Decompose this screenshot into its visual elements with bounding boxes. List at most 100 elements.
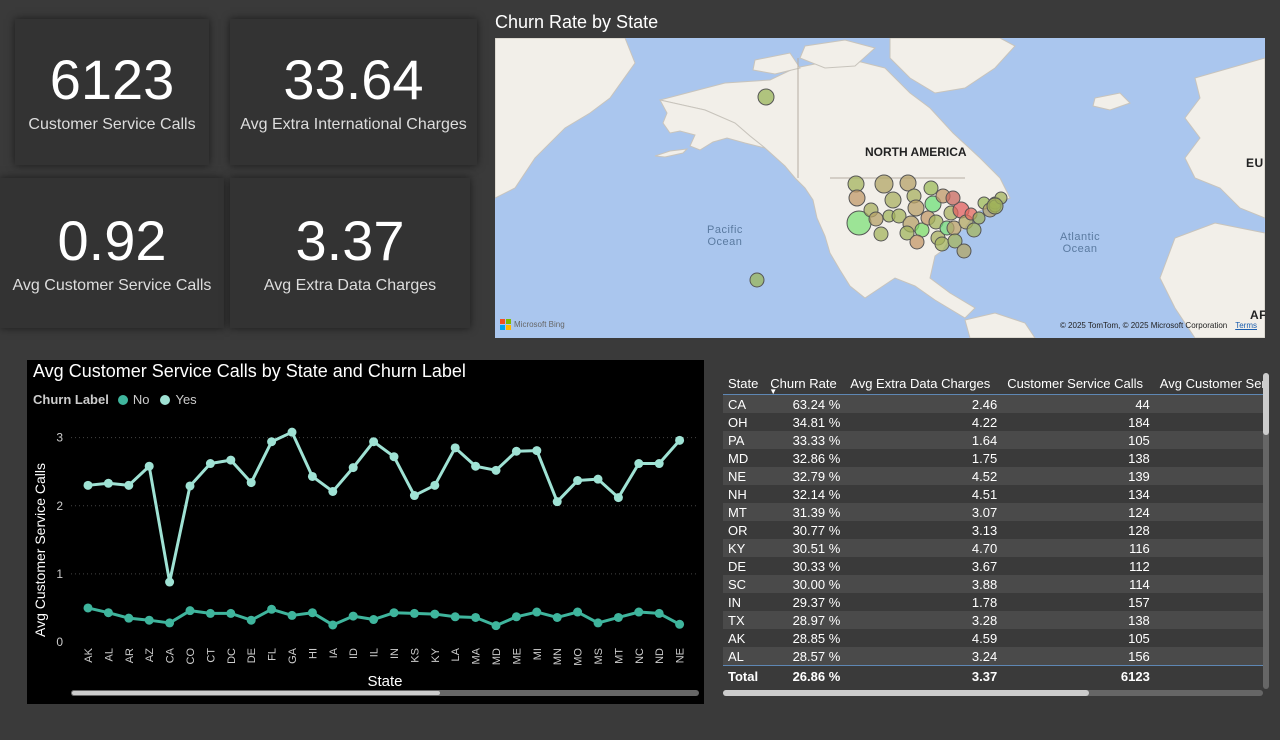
table-row[interactable]: DE 30.33 % 3.67 112 [723, 557, 1269, 575]
kpi-avg-extra-data-charges[interactable]: 3.37 Avg Extra Data Charges [230, 178, 470, 328]
table-row[interactable]: MT 31.39 % 3.07 124 [723, 503, 1269, 521]
table-cell: CA [723, 394, 766, 413]
legend-no-label[interactable]: No [132, 392, 150, 407]
table-cell: NH [723, 485, 766, 503]
y-tick-label: 2 [56, 499, 63, 513]
data-point-yes [532, 446, 542, 456]
x-tick-label: DE [246, 648, 258, 663]
data-point-no [369, 615, 379, 625]
data-point-no [409, 608, 419, 618]
table-cell [1154, 485, 1269, 503]
data-point-no [613, 612, 623, 622]
table-cell: 28.97 % [765, 611, 846, 629]
legend-title: Churn Label [33, 392, 109, 407]
churn-map[interactable]: NORTH AMERICA Pacific Ocean Atlantic Oce… [495, 38, 1265, 338]
table-row[interactable]: OR 30.77 % 3.13 128 [723, 521, 1269, 539]
table-row[interactable]: SC 30.00 % 3.88 114 [723, 575, 1269, 593]
data-point-no [511, 612, 521, 622]
line-chart-panel[interactable]: Avg Customer Service Calls by State and … [27, 360, 704, 704]
table-cell: 2.46 [845, 394, 1003, 413]
landmass-iceland [1092, 92, 1131, 111]
table-cell [1154, 557, 1269, 575]
table-cell: PA [723, 431, 766, 449]
bing-logo-text: Microsoft Bing [514, 320, 565, 329]
table-vertical-scrollbar-thumb[interactable] [1263, 373, 1269, 435]
table-cell: 3.28 [845, 611, 1003, 629]
data-point-yes [593, 474, 603, 484]
data-point-no [552, 612, 562, 622]
map-title: Churn Rate by State [495, 12, 659, 32]
terms-link[interactable]: Terms [1235, 321, 1257, 330]
y-tick-label: 3 [56, 431, 63, 445]
table-cell: NE [723, 467, 766, 485]
table-cell [1154, 539, 1269, 557]
table-cell: 63.24 % [765, 394, 846, 413]
table-cell: 32.79 % [765, 467, 846, 485]
data-point-yes [124, 480, 134, 490]
table-cell [1154, 575, 1269, 593]
map-copyright: © 2025 TomTom, © 2025 Microsoft Corporat… [1060, 321, 1257, 330]
table-cell: 30.33 % [765, 557, 846, 575]
table-vertical-scrollbar[interactable] [1263, 373, 1269, 689]
x-tick-label: CT [205, 648, 217, 663]
table-cell: 30.00 % [765, 575, 846, 593]
landmass-north-america [659, 57, 1011, 319]
data-point-yes [491, 465, 501, 475]
kpi-avg-extra-international-charges[interactable]: 33.64 Avg Extra International Charges [230, 19, 477, 165]
column-header-avg-customer-service-calls[interactable]: Avg Customer Serv [1154, 372, 1269, 395]
data-point-no [246, 615, 256, 625]
table-row[interactable]: OH 34.81 % 4.22 184 [723, 413, 1269, 431]
table-total-cell [1154, 665, 1269, 686]
data-point-no [144, 615, 154, 625]
table-row[interactable]: MD 32.86 % 1.75 138 [723, 449, 1269, 467]
chart-scrollbar-thumb[interactable] [71, 690, 441, 696]
table-cell: 32.14 % [765, 485, 846, 503]
column-header-avg-extra-data-charges[interactable]: Avg Extra Data Charges [845, 372, 1003, 395]
table-row[interactable]: IN 29.37 % 1.78 157 [723, 593, 1269, 611]
table-cell: 138 [1002, 449, 1155, 467]
landmass-arctic-islands [752, 52, 801, 75]
table-row[interactable]: KY 30.51 % 4.70 116 [723, 539, 1269, 557]
table-horizontal-scrollbar-thumb[interactable] [723, 690, 1089, 696]
table-cell: TX [723, 611, 766, 629]
data-point-no [287, 610, 297, 620]
column-header-state[interactable]: State [723, 372, 766, 395]
table-cell: 30.51 % [765, 539, 846, 557]
y-tick-label: 1 [56, 567, 63, 581]
x-tick-label: IL [369, 648, 381, 657]
table-cell: 138 [1002, 611, 1155, 629]
data-point-no [573, 607, 583, 617]
table-row[interactable]: CA 63.24 % 2.46 44 [723, 394, 1269, 413]
table-cell: 3.07 [845, 503, 1003, 521]
table-row[interactable]: AK 28.85 % 4.59 105 [723, 629, 1269, 647]
table-cell: 139 [1002, 467, 1155, 485]
table-row[interactable]: NH 32.14 % 4.51 134 [723, 485, 1269, 503]
table-cell [1154, 629, 1269, 647]
column-header-customer-service-calls[interactable]: Customer Service Calls [1002, 372, 1155, 395]
table-row[interactable]: NE 32.79 % 4.52 139 [723, 467, 1269, 485]
kpi-value: 6123 [49, 48, 175, 111]
table-cell: OH [723, 413, 766, 431]
kpi-avg-customer-service-calls[interactable]: 0.92 Avg Customer Service Calls [0, 178, 224, 328]
table-row[interactable]: TX 28.97 % 3.28 138 [723, 611, 1269, 629]
legend-yes-label[interactable]: Yes [175, 392, 197, 407]
table-cell: 1.64 [845, 431, 1003, 449]
state-table[interactable]: State Churn Rate ▼ Avg Extra Data Charge… [723, 372, 1269, 699]
kpi-label: Customer Service Calls [28, 116, 196, 133]
x-tick-label: MS [593, 648, 605, 665]
table-cell: 184 [1002, 413, 1155, 431]
table-row[interactable]: AL 28.57 % 3.24 156 [723, 647, 1269, 666]
table-row[interactable]: PA 33.33 % 1.64 105 [723, 431, 1269, 449]
copyright-text: © 2025 TomTom, © 2025 Microsoft Corporat… [1059, 321, 1228, 330]
table-cell: 156 [1002, 647, 1155, 666]
kpi-label: Avg Customer Service Calls [12, 277, 212, 294]
table-cell: 4.22 [845, 413, 1003, 431]
data-point-yes [205, 459, 215, 469]
kpi-customer-service-calls[interactable]: 6123 Customer Service Calls [15, 19, 209, 165]
landmass-asia [495, 38, 636, 199]
x-tick-label: MT [613, 648, 625, 664]
table-cell: 105 [1002, 629, 1155, 647]
data-point-yes [573, 476, 583, 486]
column-header-churn-rate[interactable]: Churn Rate ▼ [765, 372, 846, 396]
column-header-label: Churn Rate [770, 375, 837, 391]
